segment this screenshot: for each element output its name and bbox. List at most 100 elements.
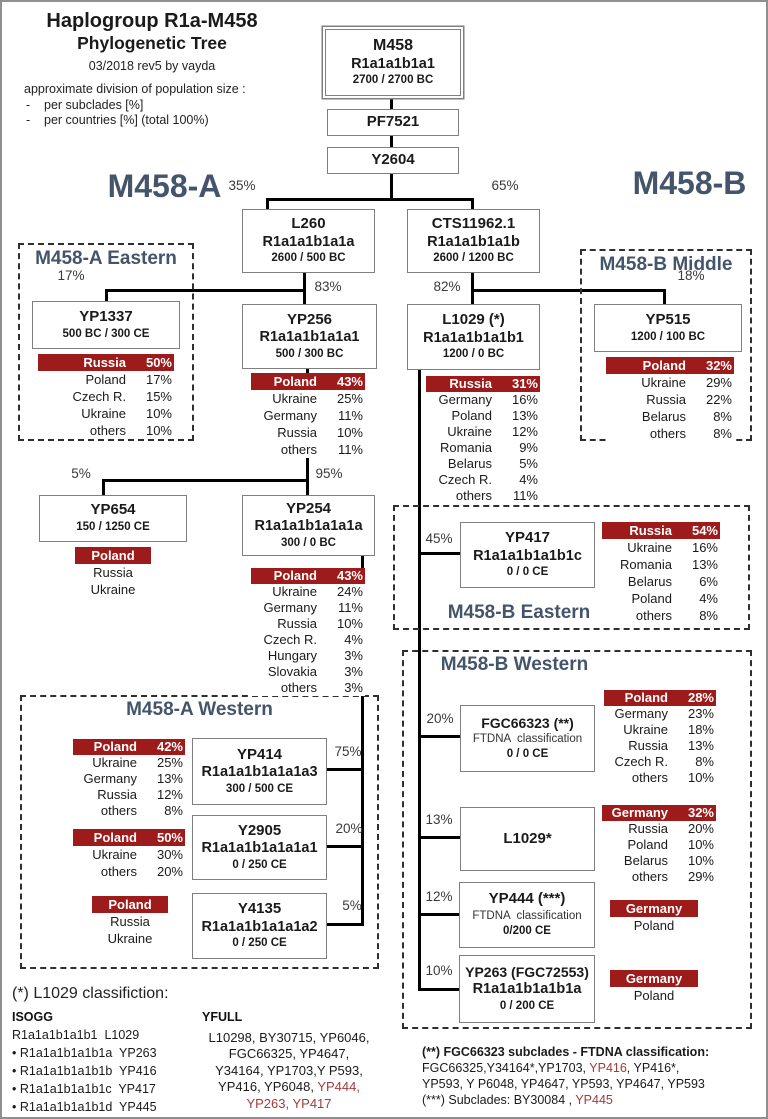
line xyxy=(327,923,364,926)
country-row: Poland xyxy=(78,896,182,913)
country-pct: 25% xyxy=(336,391,363,406)
country-name: Poland xyxy=(85,372,126,387)
country-name: Poland xyxy=(627,837,668,852)
country-list-yp414: Poland 42% Ukraine 25% Germany 13% Russia 12% ot… xyxy=(73,739,185,819)
line xyxy=(105,289,306,292)
country-name: Germany xyxy=(263,408,317,423)
note-item: - per countries [%] (total 100%) xyxy=(24,113,304,127)
country-name: Russia xyxy=(97,787,137,802)
text-segment: , YP416*, xyxy=(626,1061,680,1075)
text-segment: • R1a1a1b1a1b1d YP445 xyxy=(12,1100,157,1114)
country-list-yp515: Poland 32% Ukraine 29% Russia 22% Belarus 8% oth… xyxy=(606,357,734,442)
country-row: others 11% xyxy=(426,488,540,504)
text-line: • R1a1a1b1a1b1c YP417 xyxy=(12,1080,192,1098)
text-segment: • R1a1a1b1a1b1b YP416 xyxy=(12,1064,157,1078)
line xyxy=(421,913,459,916)
country-name: others xyxy=(649,426,686,441)
country-name: others xyxy=(280,680,317,695)
country-name: Czech R. xyxy=(263,632,317,647)
country-list-y4135: Poland Russia Ukraine xyxy=(78,896,182,947)
country-name: Romania xyxy=(439,440,492,455)
node-date: 0 / 0 CE xyxy=(506,747,549,760)
text-segment: • R1a1a1b1a1b1a YP263 xyxy=(12,1046,157,1060)
node-label: YP417 xyxy=(504,529,551,547)
text-segment: FGC66325, YP4647, xyxy=(228,1046,350,1062)
country-pct: 8% xyxy=(713,409,732,424)
dash: - xyxy=(26,98,31,112)
country-pct: 32% xyxy=(687,805,714,820)
node-subclade: R1a1a1b1a1b1a xyxy=(472,981,582,998)
country-row: Czech R. 4% xyxy=(251,632,365,648)
country-list-yp417: Russia 54% Ukraine 16% Romania 13% Belarus 6% Po… xyxy=(602,522,720,624)
country-name: Russia xyxy=(277,616,317,631)
country-pct: 20% xyxy=(687,821,714,836)
section-box-m458b-western xyxy=(402,650,752,1029)
country-pct: 11% xyxy=(337,442,363,457)
country-name: Poland xyxy=(631,591,672,606)
node-label: CTS11962.1 xyxy=(431,215,516,233)
country-pct: 54% xyxy=(691,523,718,538)
country-pct: 29% xyxy=(705,375,732,390)
revision-text: 03/2018 rev5 by vayda xyxy=(88,59,216,73)
country-list-yp654: Poland Russia Ukraine xyxy=(53,547,173,598)
country-name: others xyxy=(631,770,668,785)
country-row: Germany 16% xyxy=(426,392,540,408)
country-name: Slovakia xyxy=(267,664,317,679)
country-row: Russia 13% xyxy=(604,738,716,754)
country-pct: 11% xyxy=(337,600,363,615)
country-pct: 28% xyxy=(687,690,714,705)
line xyxy=(105,289,108,302)
line xyxy=(327,768,364,771)
country-row: Poland xyxy=(53,547,173,564)
country-row: Russia xyxy=(53,564,173,581)
node-pf7521: PF7521 xyxy=(327,109,459,136)
text-segment: FGC66325,Y34164*,YP1703, xyxy=(422,1061,590,1075)
text-line: YP263, YP417 xyxy=(194,1096,384,1112)
node-subclade: R1a1a1b1a1a1a2 xyxy=(201,918,318,935)
country-name: Russia xyxy=(277,425,317,440)
country-row: Germany 32% xyxy=(602,805,716,821)
node-label: M458 xyxy=(372,37,414,55)
node-y2905: Y2905 R1a1a1b1a1a1a1 0 / 250 CE xyxy=(192,815,327,880)
country-row: Poland 4% xyxy=(602,590,720,607)
dash: - xyxy=(26,113,31,127)
node-label: YP654 xyxy=(90,501,136,519)
line xyxy=(418,370,421,991)
text-segment: YP416, YP6048, xyxy=(218,1079,318,1095)
country-pct: 10% xyxy=(145,406,172,421)
country-name: Ukraine xyxy=(627,540,672,555)
country-name: Russia xyxy=(83,355,126,370)
branch-pct-75: 75% xyxy=(334,744,362,759)
country-row: Poland 32% xyxy=(606,357,734,374)
line xyxy=(102,479,105,496)
country-name: Germany xyxy=(83,771,137,786)
yfull-header: YFULL xyxy=(202,1010,243,1024)
country-name: Ukraine xyxy=(92,755,137,770)
country-row: Belarus 8% xyxy=(606,408,734,425)
line xyxy=(390,96,393,109)
node-date: 2700 / 2700 BC xyxy=(352,74,434,87)
country-row: Russia 10% xyxy=(251,424,365,441)
country-list-fgc66323: Poland 28% Germany 23% Ukraine 18% Russia 13% Cz… xyxy=(604,690,716,786)
line xyxy=(361,556,364,926)
country-name: Poland xyxy=(451,408,492,423)
group-label-m458a: M458-A xyxy=(107,168,222,204)
country-list-yp263: Germany Poland xyxy=(604,970,704,1004)
node-label: YP515 xyxy=(645,310,691,328)
section-title-m458a-western: M458-A Western xyxy=(126,699,273,720)
text-line: • R1a1a1b1a1b1b YP416 xyxy=(12,1062,192,1080)
country-pct: 13% xyxy=(511,408,538,423)
node-label: YP263 (FGC72553) xyxy=(465,963,589,980)
country-row: Poland 50% xyxy=(73,829,185,846)
node-date: 0 / 250 CE xyxy=(232,937,287,950)
node-date: 2600 / 500 BC xyxy=(271,252,346,265)
country-row: Russia 12% xyxy=(73,787,185,803)
node-label: YP256 xyxy=(286,310,333,328)
country-pct: 8% xyxy=(164,803,183,818)
country-row: Czech R. 15% xyxy=(38,388,174,405)
country-row: Ukraine xyxy=(53,581,173,598)
branch-pct-20b: 20% xyxy=(426,711,454,726)
country-list-yp256: Poland 43% Ukraine 25% Germany 11% Russia 10% ot… xyxy=(251,373,365,458)
node-l1029: L1029 (*) R1a1a1b1a1b1 1200 / 0 BC xyxy=(407,304,540,370)
